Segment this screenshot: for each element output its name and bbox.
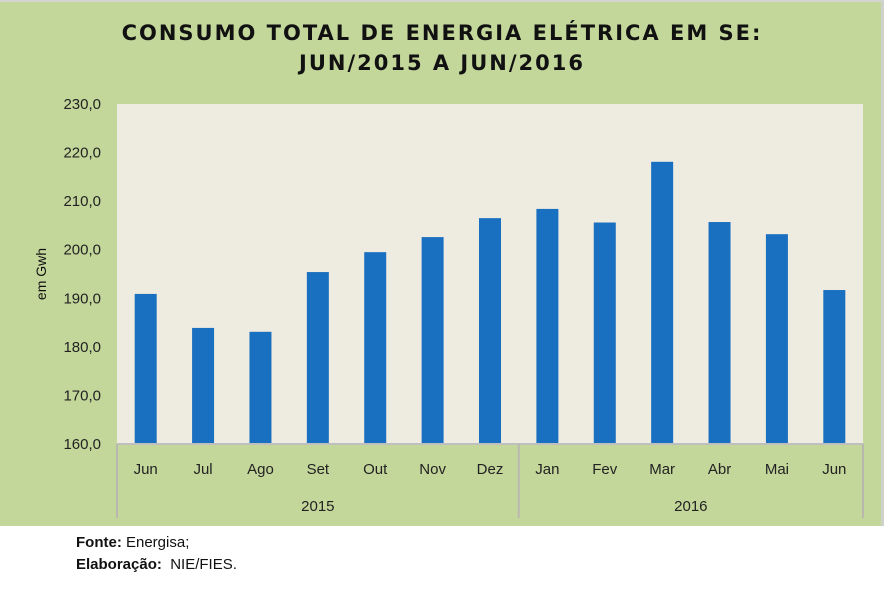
y-tick-label: 160,0 bbox=[63, 436, 101, 453]
bar-mai-11 bbox=[765, 234, 788, 444]
x-tick-label: Out bbox=[363, 461, 388, 478]
x-tick-label: Jan bbox=[535, 461, 559, 478]
y-tick-label: 180,0 bbox=[63, 339, 101, 356]
x-tick-label: Fev bbox=[592, 461, 618, 478]
source-value: Energisa; bbox=[121, 534, 190, 551]
chart-title: CONSUMO TOTAL DE ENERGIA ELÉTRICA EM SE:… bbox=[0, 18, 884, 78]
x-tick-label: Ago bbox=[247, 461, 274, 478]
x-tick-label: Jun bbox=[822, 461, 846, 478]
bar-jan-7 bbox=[536, 208, 559, 444]
y-tick-label: 220,0 bbox=[63, 145, 101, 162]
bar-set-3 bbox=[306, 272, 329, 444]
x-tick-label: Nov bbox=[419, 461, 446, 478]
chart-title-line-1: CONSUMO TOTAL DE ENERGIA ELÉTRICA EM SE: bbox=[121, 21, 763, 45]
bar-ago-2 bbox=[249, 331, 272, 444]
y-tick-label: 200,0 bbox=[63, 242, 101, 259]
y-tick-label: 210,0 bbox=[63, 193, 101, 210]
bar-out-4 bbox=[364, 252, 387, 444]
y-tick-label: 190,0 bbox=[63, 290, 101, 307]
x-axis: Jun Jul Ago Set Out Nov Dez Jan Fev Mar Abr Mai Jun 2… bbox=[116, 443, 864, 518]
y-tick-label: 230,0 bbox=[63, 96, 101, 113]
bar-jun-0 bbox=[134, 293, 157, 444]
group-label-2015: 2015 bbox=[301, 498, 334, 515]
x-tick-label: Jun bbox=[134, 461, 158, 478]
credit-label: Elaboração: bbox=[76, 556, 162, 573]
chart-footer: Fonte: Energisa; Elaboração: NIE/FIES. bbox=[76, 532, 237, 576]
x-tick-label: Abr bbox=[708, 461, 731, 478]
x-tick-label: Mar bbox=[649, 461, 675, 478]
source-line: Fonte: Energisa; bbox=[76, 532, 237, 554]
x-tick-label: Set bbox=[307, 461, 330, 478]
x-tick-label: Dez bbox=[477, 461, 504, 478]
bar-mar-9 bbox=[651, 161, 674, 445]
bar-dez-6 bbox=[479, 218, 501, 444]
y-axis: 160,0 170,0 180,0 190,0 200,0 210,0 220,0 230,0 bbox=[63, 96, 101, 453]
bar-jul-1 bbox=[192, 327, 215, 444]
y-axis-label: em Gwh bbox=[33, 248, 49, 300]
chart-title-line-2: JUN/2015 A JUN/2016 bbox=[299, 51, 585, 75]
y-tick-label: 170,0 bbox=[63, 387, 101, 404]
group-label-2016: 2016 bbox=[674, 498, 707, 515]
source-label: Fonte: bbox=[76, 534, 122, 551]
bar-abr-10 bbox=[708, 222, 731, 444]
credit-line: Elaboração: NIE/FIES. bbox=[76, 554, 237, 576]
bar-nov-5 bbox=[421, 237, 444, 444]
bars bbox=[134, 161, 846, 445]
bar-fev-8 bbox=[593, 222, 616, 444]
bar-jun-12 bbox=[823, 290, 846, 444]
credit-value: NIE/FIES. bbox=[161, 556, 237, 573]
x-tick-label: Jul bbox=[193, 461, 212, 478]
x-tick-label: Mai bbox=[765, 461, 789, 478]
